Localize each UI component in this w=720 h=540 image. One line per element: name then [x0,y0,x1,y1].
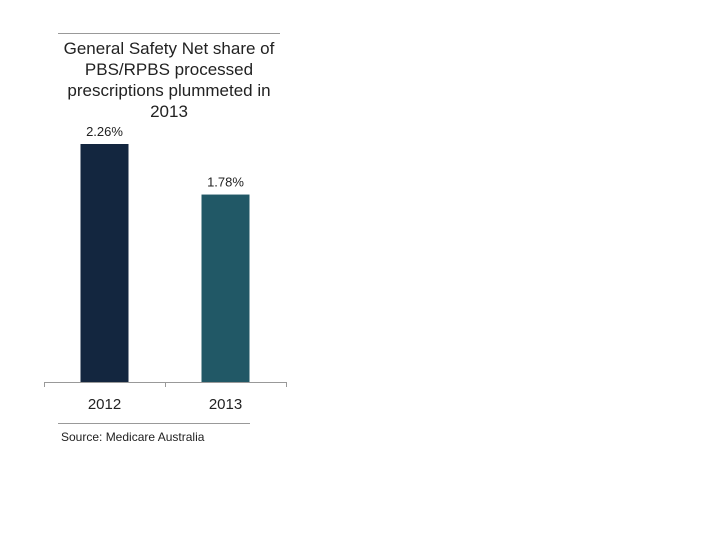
bar-2012 [80,144,129,382]
data-label-2013: 1.78% [207,175,244,190]
top-rule [58,33,280,34]
source-rule [58,423,250,424]
data-label-2012: 2.26% [86,124,123,139]
source-note: Source: Medicare Australia [61,430,205,444]
x-tick-label-2013: 2013 [209,396,242,413]
x-tick-label-2012: 2012 [88,396,121,413]
chart-title: General Safety Net share of PBS/RPBS pro… [63,39,275,121]
bar-2013 [201,194,250,382]
